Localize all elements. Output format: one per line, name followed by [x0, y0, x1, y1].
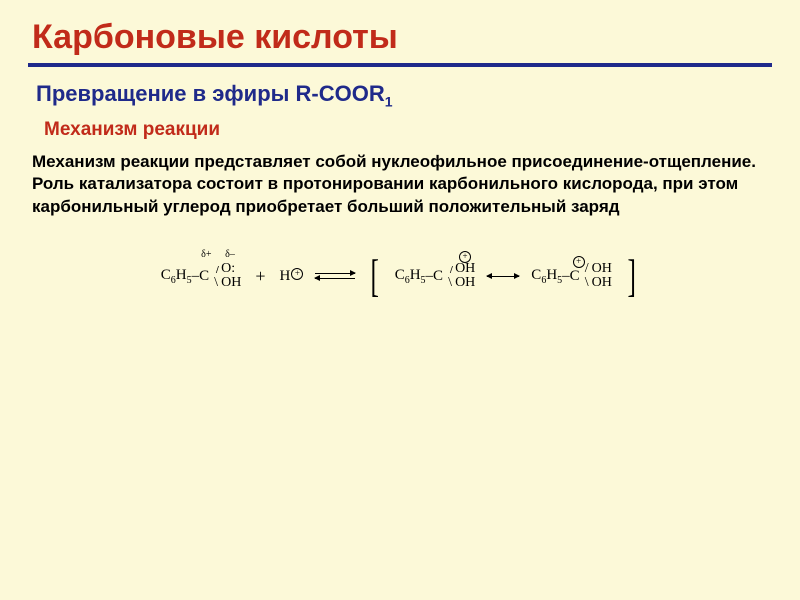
delta-plus: δ+: [201, 250, 211, 260]
c-center-a: C: [433, 268, 443, 285]
phenyl-group: C6H5: [161, 267, 192, 286]
acid-branch: δ+ δ– //O: \OH: [211, 262, 241, 290]
dash-b: –: [562, 268, 570, 285]
section-heading: Механизм реакции: [44, 119, 772, 141]
c-a: C: [395, 267, 405, 283]
branch-a: // + OH \OH: [445, 262, 475, 290]
c-b: C: [531, 267, 541, 283]
mechanism-paragraph: Механизм реакции представляет собой нукл…: [32, 151, 762, 217]
c-atom: C: [161, 267, 171, 283]
reaction-scheme: C6H5 – C δ+ δ– //O: \OH + H + [: [28, 258, 772, 295]
h-proton: H: [280, 268, 291, 285]
subtitle-sub: 1: [385, 93, 393, 109]
phenyl-group-a: C6H5: [395, 267, 426, 286]
circled-plus-icon: +: [291, 268, 303, 280]
carbonyl-o: O:: [221, 262, 235, 276]
branch-b: /OH \OH: [582, 262, 612, 290]
plus-sign: +: [253, 266, 267, 287]
reactant-acid: C6H5 – C δ+ δ– //O: \OH: [161, 262, 242, 290]
subtitle-prefix: Превращение в эфиры: [36, 81, 296, 106]
resonance-arrow: [487, 276, 519, 277]
c-center-b: C: [570, 268, 580, 284]
resonance-b: C6H5 – + C /OH \OH: [531, 262, 612, 290]
dash-a: –: [426, 268, 434, 285]
oh-top-a: OH: [455, 261, 475, 276]
proton: H +: [280, 268, 304, 285]
delta-minus: δ–: [225, 250, 235, 260]
right-bracket: ]: [627, 258, 635, 295]
equilibrium-arrow: [315, 273, 355, 279]
title-underline: [28, 63, 772, 67]
h-a: H: [410, 267, 421, 283]
hydroxyl: OH: [221, 276, 241, 290]
resonance-a: C6H5 – C // + OH \OH: [395, 262, 476, 290]
phenyl-group-b: C6H5: [531, 267, 562, 286]
h-atom: H: [176, 267, 187, 283]
carbonyl-carbon: C: [199, 268, 209, 285]
oh-top-b: OH: [592, 262, 612, 276]
oh-bot-b: OH: [592, 276, 612, 290]
h-b: H: [546, 267, 557, 283]
page-title: Карбоновые кислоты: [32, 18, 772, 57]
bond-dash: –: [192, 268, 200, 285]
subtitle: Превращение в эфиры R-COOR1: [36, 81, 772, 109]
subtitle-formula: R-COOR: [296, 81, 385, 106]
oh-bot-a: OH: [455, 276, 475, 290]
left-bracket: [: [371, 258, 379, 295]
